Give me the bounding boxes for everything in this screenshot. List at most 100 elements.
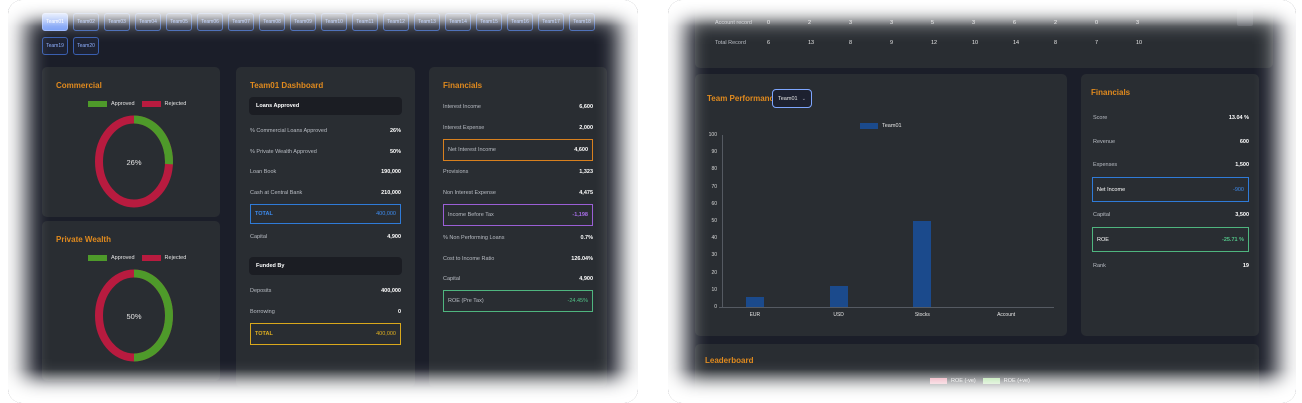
financial-row: % Non Performing Loans 0.7% xyxy=(443,235,593,241)
commercial-legend: Approved Rejected xyxy=(88,101,186,107)
team-tab-team12[interactable]: Team12 xyxy=(383,13,409,31)
funding-total-row: TOTAL 400,000 xyxy=(250,323,401,345)
record-value: 3 xyxy=(890,20,894,26)
team-tab-team19[interactable]: Team19 xyxy=(42,37,68,55)
leaderboard-legend: ROE (-ve) ROE (+ve) xyxy=(930,378,1030,384)
left-screenshot: Team01 Team02 Team03 Team04 Team05 Team06 Team… xyxy=(8,0,638,403)
y-tick: 100 xyxy=(708,132,717,138)
team-tab-team09[interactable]: Team09 xyxy=(290,13,316,31)
commercial-card: Commercial Approved Rejected 26% xyxy=(42,67,220,217)
y-tick: 0 xyxy=(714,304,717,310)
y-tick: 20 xyxy=(711,269,717,276)
private-wealth-center-label: 50% xyxy=(126,312,142,321)
financial-row: Revenue 600 xyxy=(1093,139,1249,145)
bar-eur[interactable] xyxy=(745,296,764,307)
team-dashboard-card: Team01 Dashboard Loans Approved % Commer… xyxy=(236,67,415,387)
y-tick: 40 xyxy=(711,235,717,242)
record-value: 10 xyxy=(1136,40,1143,46)
team-select[interactable]: Team01 ⌄ xyxy=(772,89,812,108)
team-tab-team15[interactable]: Team15 xyxy=(476,13,502,31)
record-value: 13 xyxy=(808,40,815,46)
team-tab-team10[interactable]: Team10 xyxy=(321,13,347,31)
team-tab-team07[interactable]: Team07 xyxy=(228,13,254,31)
dashboard-row: % Commercial Loans Approved 26% xyxy=(250,128,401,134)
team-tab-team20[interactable]: Team20 xyxy=(73,37,99,55)
rejected-swatch xyxy=(141,255,161,261)
private-wealth-legend: Approved Rejected xyxy=(88,255,186,261)
financial-row: Rank 19 xyxy=(1093,263,1249,269)
team-performance-card: Team Performance Team01 ⌄ Team01 0 10 20 30… xyxy=(695,74,1067,336)
team-tab-team02[interactable]: Team02 xyxy=(73,13,99,31)
record-value: 8 xyxy=(849,40,853,46)
right-financials-card: Financials Score 13.04 % Revenue 600 Expen… xyxy=(1081,74,1259,336)
approved-swatch xyxy=(88,255,107,261)
bar-usd[interactable] xyxy=(829,286,848,307)
legend-approved: Approved xyxy=(111,255,135,261)
team-tab-team16[interactable]: Team16 xyxy=(507,13,533,31)
x-tick: Account xyxy=(997,312,1016,318)
roe-pre-tax-row: ROE (Pre Tax) -24.45% xyxy=(443,290,593,312)
income-before-tax-row: Income Before Tax -1,198 xyxy=(443,204,593,226)
team-tab-team01[interactable]: Team01 xyxy=(42,13,68,31)
record-value: 3 xyxy=(849,20,853,26)
account-record-label: Account record xyxy=(715,20,752,26)
private-wealth-card: Private Wealth Approved Rejected 50% xyxy=(42,221,220,381)
dashboard-row: Deposits 400,000 xyxy=(250,288,401,294)
commercial-title: Commercial xyxy=(56,81,102,90)
team-tab-team18[interactable]: Team18 xyxy=(569,13,595,31)
funded-by-header: Funded By xyxy=(249,257,402,275)
y-tick: 80 xyxy=(711,166,717,173)
loans-approved-header: Loans Approved xyxy=(249,97,402,115)
roe-row: ROE -25.71 % xyxy=(1092,227,1249,252)
record-value: 3 xyxy=(972,20,976,26)
team-tab-team14[interactable]: Team14 xyxy=(445,13,471,31)
team-tab-team04[interactable]: Team04 xyxy=(135,13,161,31)
financial-row: Expenses 1,500 xyxy=(1093,162,1249,168)
chevron-down-icon: ⌄ xyxy=(801,95,806,102)
y-tick: 90 xyxy=(711,149,717,156)
team-tab-team13[interactable]: Team13 xyxy=(414,13,440,31)
bar-chart-legend: Team01 xyxy=(860,123,902,129)
records-card: Account record 0 2 3 3 5 3 6 2 0 3 Total Record 6… xyxy=(695,0,1273,68)
team-tab-team11[interactable]: Team11 xyxy=(352,13,378,31)
team-tab-team03[interactable]: Team03 xyxy=(104,13,130,31)
legend-rejected: Rejected xyxy=(164,255,187,261)
dashboard-row: Borrowing 0 xyxy=(250,309,401,315)
record-value: 14 xyxy=(1013,40,1020,46)
leaderboard-card: Leaderboard ROE (-ve) ROE (+ve) xyxy=(695,344,1259,403)
record-value: 0 xyxy=(767,20,771,26)
team-tab-team05[interactable]: Team05 xyxy=(166,13,192,31)
total-record-row: Total Record 6 13 8 9 12 10 14 8 7 10 xyxy=(715,40,1193,46)
x-tick: USD xyxy=(833,312,844,318)
team-tab-team06[interactable]: Team06 xyxy=(197,13,223,31)
bar-stocks[interactable] xyxy=(913,221,932,307)
rejected-swatch xyxy=(141,101,161,107)
financial-row: Cost to Income Ratio 126.04% xyxy=(443,256,593,262)
y-tick: 70 xyxy=(711,183,717,190)
financials-title: Financials xyxy=(443,81,483,90)
team-performance-title: Team Performance xyxy=(707,94,779,103)
leaderboard-title: Leaderboard xyxy=(705,356,754,365)
financials-card: Financials Interest Income 6,600 Interest… xyxy=(429,67,607,387)
financial-row: Interest Expense 2,000 xyxy=(443,125,593,131)
team-tab-team08[interactable]: Team08 xyxy=(259,13,285,31)
financial-row: Capital 4,900 xyxy=(443,276,593,282)
financial-row: Provisions 1,323 xyxy=(443,169,593,175)
record-value: 2 xyxy=(808,20,812,26)
y-tick: 10 xyxy=(711,286,717,293)
record-value: 2 xyxy=(1054,20,1058,26)
roe-positive-swatch xyxy=(982,378,1000,384)
team-swatch xyxy=(860,123,878,129)
export-icon[interactable] xyxy=(1237,8,1253,26)
capital-row: Capital 4,900 xyxy=(250,234,401,240)
record-value: 6 xyxy=(1013,20,1017,26)
financial-row: Interest Income 6,600 xyxy=(443,104,593,110)
x-axis-line xyxy=(719,307,1054,308)
team-tab-team17[interactable]: Team17 xyxy=(538,13,564,31)
record-value: 7 xyxy=(1095,40,1099,46)
financial-row: Capital 3,500 xyxy=(1093,212,1249,218)
commercial-center-label: 26% xyxy=(126,158,142,167)
net-interest-income-row: Net Interest Income 4,600 xyxy=(443,139,593,161)
approved-swatch xyxy=(88,101,107,107)
